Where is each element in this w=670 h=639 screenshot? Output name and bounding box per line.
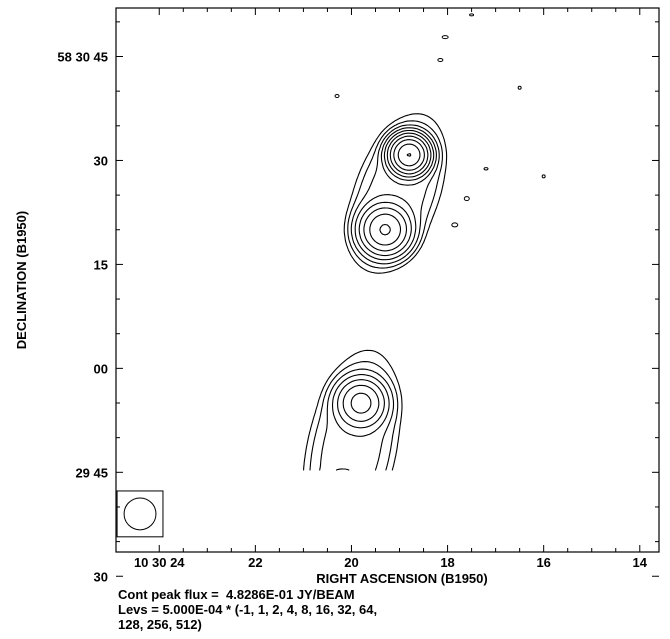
x-tick-label: 22 <box>248 555 262 570</box>
levels-line-2: 128, 256, 512) <box>118 617 202 632</box>
y-axis-label: DECLINATION (B1950) <box>14 211 29 349</box>
contour-level-2 <box>309 120 443 471</box>
plot-frame <box>115 7 660 553</box>
y-tick-label: 29 45 <box>75 465 108 480</box>
noise-contour <box>451 222 459 228</box>
beam-ellipse <box>123 497 157 531</box>
contour-level-16 <box>337 129 435 429</box>
noise-contours-group <box>334 13 546 228</box>
contour-level-128 <box>379 139 425 236</box>
beam-box <box>116 490 164 538</box>
x-axis-label: RIGHT ASCENSION (B1950) <box>316 571 487 586</box>
noise-contour <box>541 174 546 179</box>
contour-level-256 <box>397 143 421 167</box>
y-tick-label: 58 30 45 <box>57 50 108 65</box>
x-tick-label: 20 <box>344 555 358 570</box>
plot-caption: Cont peak flux = 4.8286E-01 JY/BEAM Levs… <box>118 587 658 632</box>
y-tick-label: 30 <box>94 153 108 168</box>
contours-group <box>303 113 448 471</box>
contour-level-8 <box>331 127 437 471</box>
noise-contour <box>483 167 489 171</box>
contour-level-512 <box>406 153 412 157</box>
noise-contour <box>463 196 470 202</box>
noise-contour <box>469 13 475 17</box>
ticks-group <box>116 8 659 577</box>
noise-contour <box>437 57 444 62</box>
x-tick-label: 10 30 24 <box>134 555 185 570</box>
noise-contour <box>334 94 340 99</box>
contour-level-1 <box>303 113 448 471</box>
noise-contour <box>517 85 522 90</box>
x-tick-label: 18 <box>440 555 454 570</box>
beam-box-frame <box>116 490 164 538</box>
x-tick-label: 14 <box>633 555 648 570</box>
y-tick-label: 00 <box>94 361 108 376</box>
contour-level-4 <box>319 124 440 471</box>
x-tick-label: 16 <box>536 555 550 570</box>
y-tick-label: 15 <box>94 257 108 272</box>
y-tick-label: 30 <box>94 569 108 584</box>
contour-level-64 <box>350 135 429 414</box>
tick-labels-group: 10 30 24 22 20 18 16 14 58 30 45 30 15 00 29 45 30 <box>57 50 647 585</box>
levels-line-1: Levs = 5.000E-04 * (-1, 1, 2, 4, 8, 16, … <box>118 602 378 617</box>
peak-flux-line: Cont peak flux = 4.8286E-01 JY/BEAM <box>118 587 355 602</box>
noise-contour <box>441 35 449 40</box>
contour-level-32 <box>342 132 432 422</box>
